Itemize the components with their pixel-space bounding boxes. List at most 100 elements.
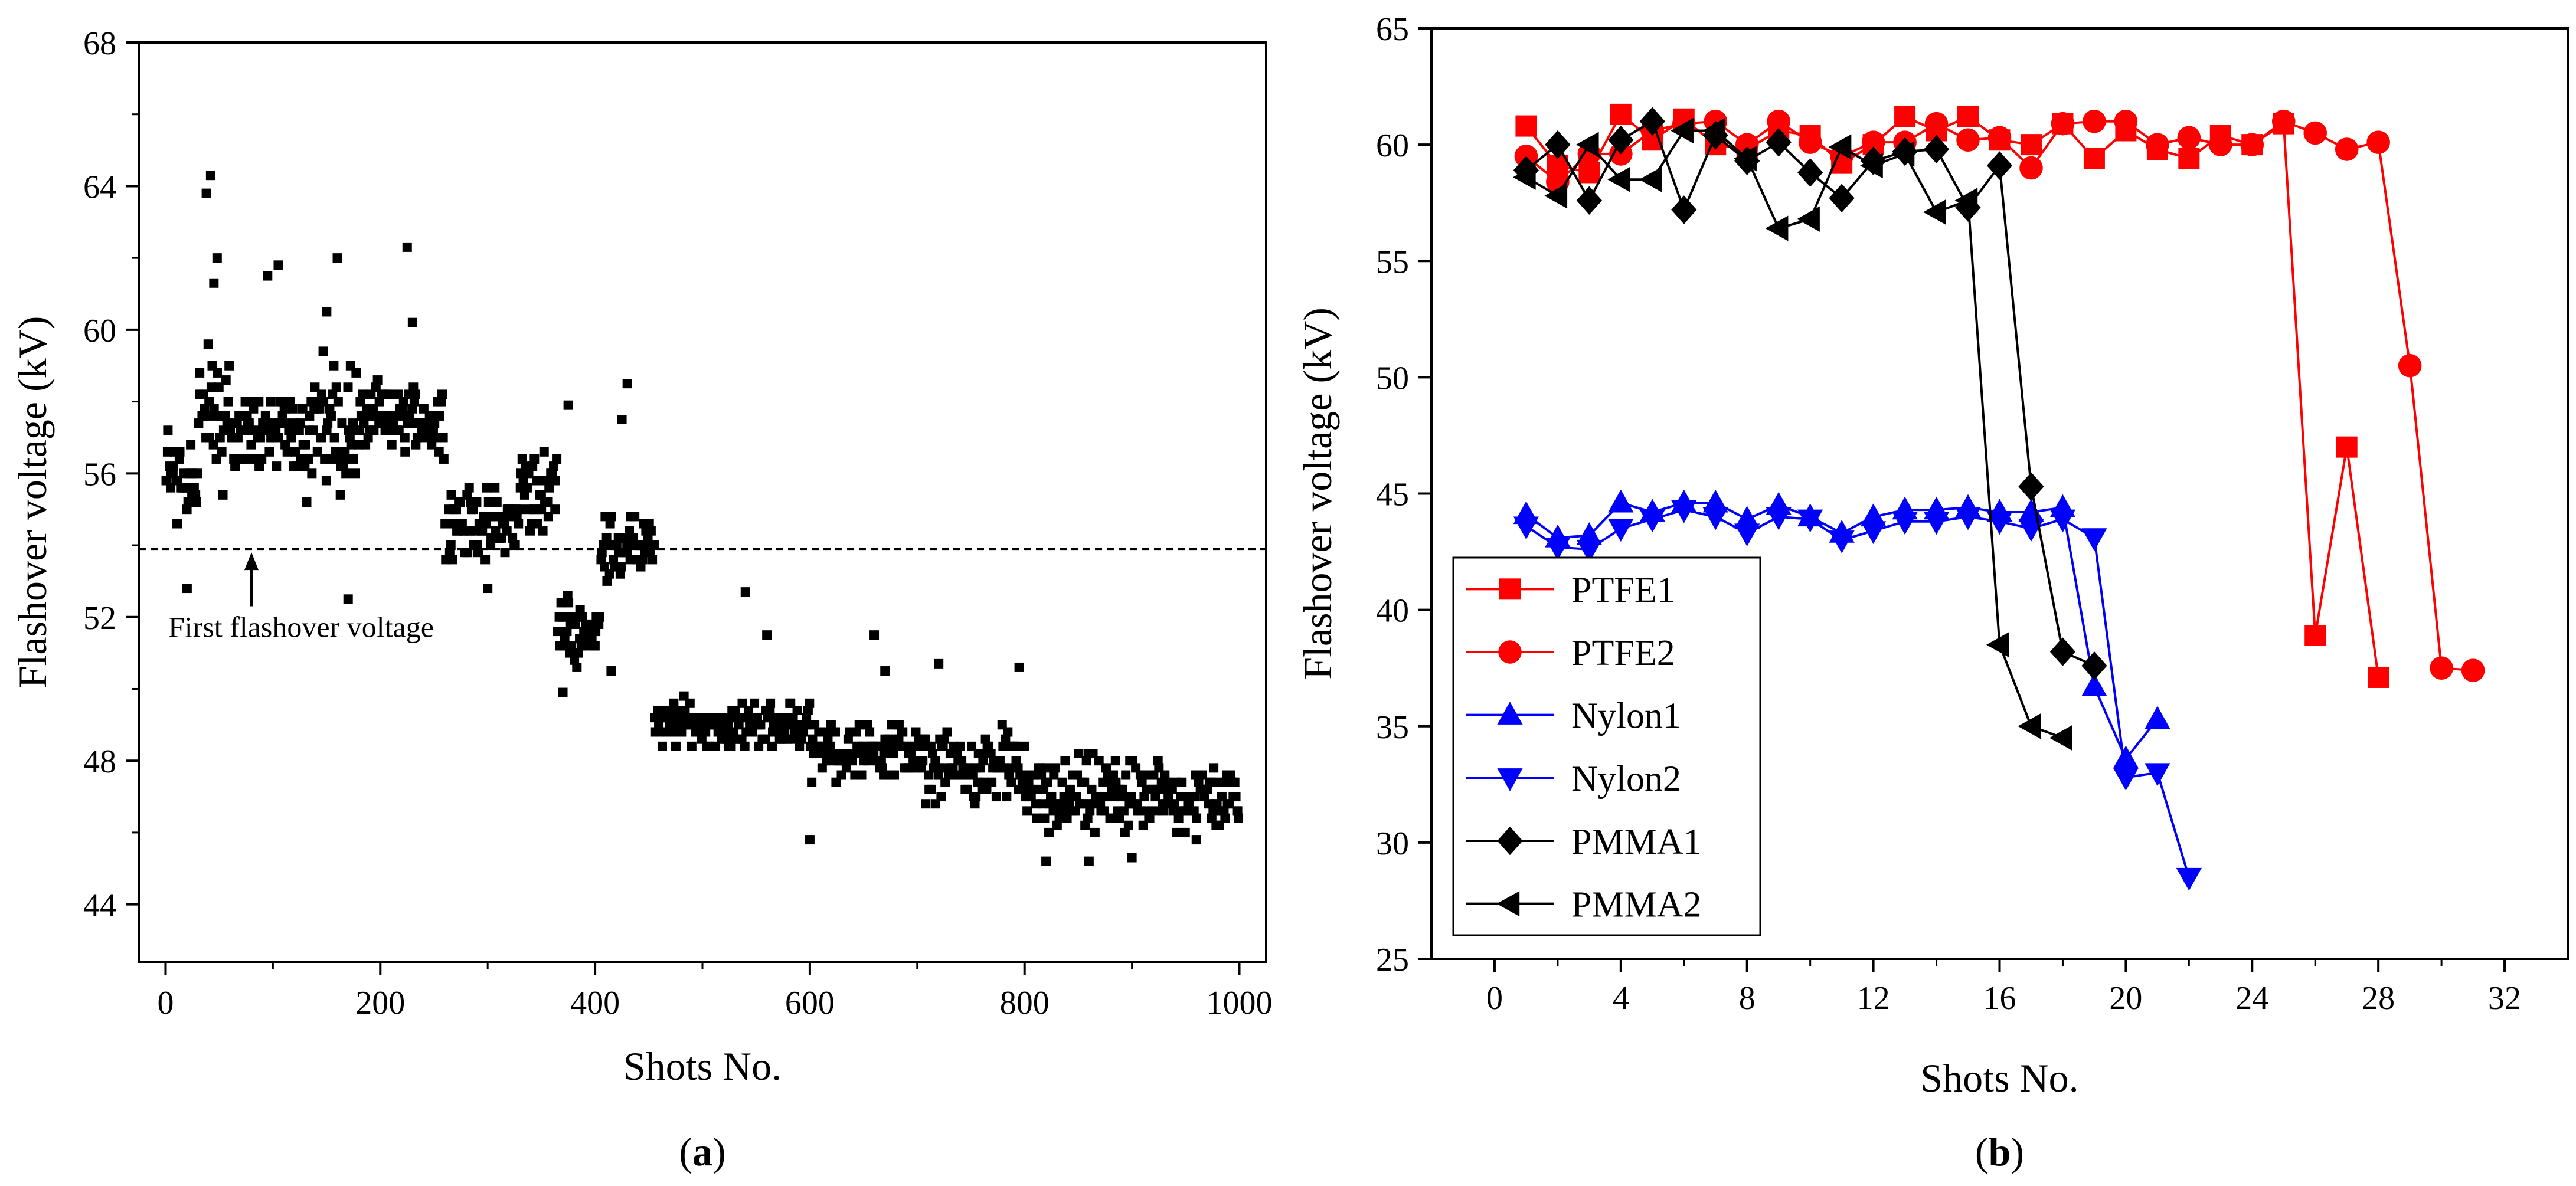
chart-a-point: [402, 242, 412, 252]
chart-a-point: [734, 720, 744, 730]
chart-a-point: [830, 727, 840, 737]
chart-a-point: [447, 555, 457, 565]
chart-b-legend: PTFE1 PTFE2 Nylon1 Nylon2 PMMA1 PMMA2: [1452, 556, 1761, 936]
chart-a-point: [292, 461, 302, 471]
chart-a-point: [344, 425, 354, 435]
chart-a-point: [257, 454, 267, 464]
chart-a-point: [537, 504, 547, 515]
chart-b-point-ptfe2: [2083, 109, 2106, 133]
chart-a-point: [1206, 777, 1216, 787]
chart-a-point: [685, 698, 695, 708]
chart-a-point: [472, 497, 482, 507]
chart-a-point: [211, 454, 221, 464]
chart-a-point: [609, 555, 619, 565]
chart-a-point: [325, 454, 335, 464]
chart-a-point: [671, 741, 681, 751]
chart-a-point: [369, 425, 379, 435]
chart-a-point: [333, 397, 343, 407]
chart-b-point-ptfe1: [1515, 115, 1537, 137]
chart-a-point: [499, 519, 509, 529]
chart-a-point: [1191, 835, 1201, 845]
chart-a-point: [1108, 770, 1118, 780]
chart-b-point-nylon2: [1766, 507, 1792, 530]
chart-a-point: [616, 562, 626, 572]
chart-a-point: [792, 705, 802, 715]
chart-a-point: [861, 749, 871, 759]
chart-a-point: [1055, 806, 1065, 816]
chart-a-y-tick-label: 64: [83, 169, 116, 205]
chart-a-point: [570, 619, 580, 629]
chart-a-point: [928, 749, 938, 759]
chart-a-point: [220, 411, 230, 421]
chart-a-point: [825, 741, 835, 751]
chart-a-point: [201, 411, 211, 421]
chart-a-point: [464, 483, 474, 493]
chart-a-x-tick-label: 1000: [1207, 985, 1273, 1021]
chart-a-point: [962, 784, 972, 794]
chart-a-point: [978, 756, 988, 766]
chart-b-point-nylon2: [1608, 519, 1634, 542]
chart-b-y-tick-label: 50: [1376, 360, 1409, 397]
chart-a-point: [982, 784, 992, 794]
chart-a-point: [1026, 792, 1036, 802]
chart-a-point: [332, 253, 342, 263]
chart-b-legend-label: Nylon2: [1571, 759, 1681, 799]
chart-a-point: [790, 727, 800, 737]
chart-a-point: [869, 630, 880, 640]
chart-b-point-ptfe1: [2304, 624, 2326, 646]
chart-b-point-ptfe2: [2461, 658, 2485, 682]
chart-a-point: [203, 339, 213, 349]
panel-label-b: (b): [1975, 1129, 2024, 1174]
chart-a-point: [315, 404, 325, 414]
chart-a-point: [328, 389, 338, 399]
chart-a-point: [524, 468, 534, 479]
chart-a-point: [669, 698, 679, 708]
chart-a-point: [851, 727, 861, 737]
chart-a-point: [894, 734, 904, 744]
chart-a-point: [1101, 763, 1112, 773]
chart-a-point: [1064, 799, 1074, 809]
chart-a-point: [1225, 770, 1235, 780]
chart-a-point: [995, 756, 1005, 766]
chart-b-point-nylon1: [1734, 506, 1760, 529]
chart-a-point: [205, 171, 215, 181]
chart-b-legend-swatch-marker: [1497, 826, 1523, 856]
chart-b-point-nylon2: [1702, 507, 1728, 530]
chart-a-point: [1054, 813, 1064, 823]
chart-a-point: [230, 461, 240, 471]
chart-a-point: [841, 763, 851, 773]
chart-a-point: [680, 705, 690, 715]
chart-b-legend-swatch-marker: [1496, 891, 1520, 917]
chart-a-point: [1137, 777, 1147, 787]
chart-a-x-tick-label: 600: [785, 985, 835, 1021]
chart-a-point: [573, 648, 583, 658]
chart-a-point: [552, 454, 562, 464]
chart-b-y-tick-label: 30: [1376, 825, 1409, 862]
chart-b-point-pmma1: [1829, 184, 1855, 213]
chart-a-point: [1024, 777, 1034, 787]
chart-a-point: [948, 763, 958, 773]
chart-b-point-nylon1: [2081, 673, 2107, 696]
chart-a-point: [221, 375, 231, 385]
chart-a-point: [198, 389, 208, 399]
chart-a-y-tick-label: 52: [83, 600, 116, 637]
chart-a-point: [880, 666, 890, 676]
chart-a-point: [606, 512, 616, 522]
chart-a-point: [711, 720, 721, 730]
chart-a-point: [550, 504, 560, 515]
chart-a-point: [200, 404, 210, 414]
chart-b-point-pmma1: [1576, 186, 1602, 215]
chart-a-point: [656, 727, 666, 737]
chart-a-point: [808, 734, 818, 744]
chart-b-point-pmma1: [1766, 127, 1792, 157]
chart-a-point: [322, 425, 332, 435]
chart-a-point: [863, 756, 873, 766]
chart-a-point: [882, 741, 893, 751]
chart-a-point: [889, 770, 899, 780]
chart-a-point: [319, 397, 329, 407]
chart-a-point: [457, 519, 467, 529]
chart-a-x-tick-label: 800: [1000, 985, 1050, 1021]
chart-a-point: [584, 619, 594, 629]
chart-a-point: [437, 389, 447, 399]
chart-a-point: [462, 490, 472, 500]
